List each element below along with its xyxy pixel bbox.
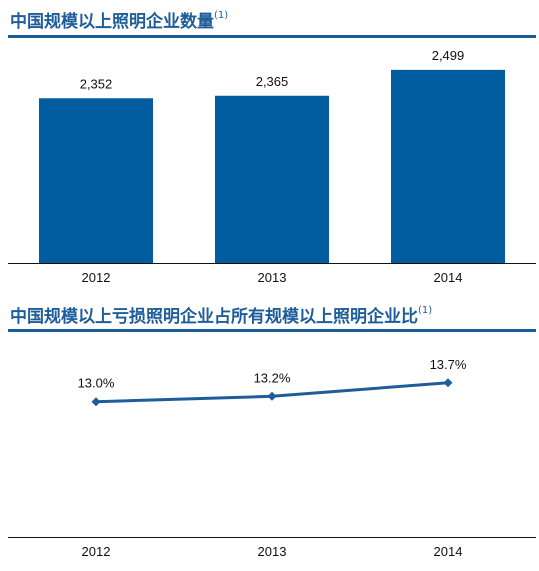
line-point-2013 (267, 391, 277, 401)
bar-2013 (215, 95, 329, 264)
bar-value-label-2012: 2,352 (80, 76, 113, 91)
line-value-label-2013: 13.2% (254, 370, 291, 385)
line-x-tick-2013: 2013 (258, 544, 287, 559)
bar-x-tick-2012: 2012 (82, 270, 111, 285)
bar-chart-title-rule (8, 35, 536, 38)
bar-2012 (39, 98, 153, 263)
line-x-tick-2012: 2012 (82, 544, 111, 559)
bar-value-label-2014: 2,499 (432, 48, 465, 63)
line-value-label-2014: 13.7% (430, 357, 467, 372)
line-value-label-2012: 13.0% (78, 376, 115, 391)
line-chart-title: 中国规模以上亏损照明企业占所有规模以上照明企业比(1) (10, 302, 432, 327)
line-point-2014 (443, 378, 453, 388)
bar-value-label-2013: 2,365 (256, 74, 289, 89)
line-chart-title-rule (8, 329, 536, 332)
bar-chart-footnote: (1) (214, 10, 229, 22)
bar-chart-title: 中国规模以上照明企业数量(1) (10, 7, 228, 32)
bar-chart: 2,352 2012 2,365 2013 2,499 2014 (8, 48, 536, 285)
line-point-2012 (91, 397, 101, 407)
line-x-tick-2014: 2014 (434, 544, 463, 559)
line-chart-footnote: (1) (418, 305, 433, 317)
bar-chart-title-text: 中国规模以上照明企业数量 (10, 12, 214, 32)
bar-x-tick-2013: 2013 (258, 270, 287, 285)
line-chart-title-text: 中国规模以上亏损照明企业占所有规模以上照明企业比 (10, 307, 418, 327)
bar-x-tick-2014: 2014 (434, 270, 463, 285)
bar-2014 (391, 69, 505, 263)
